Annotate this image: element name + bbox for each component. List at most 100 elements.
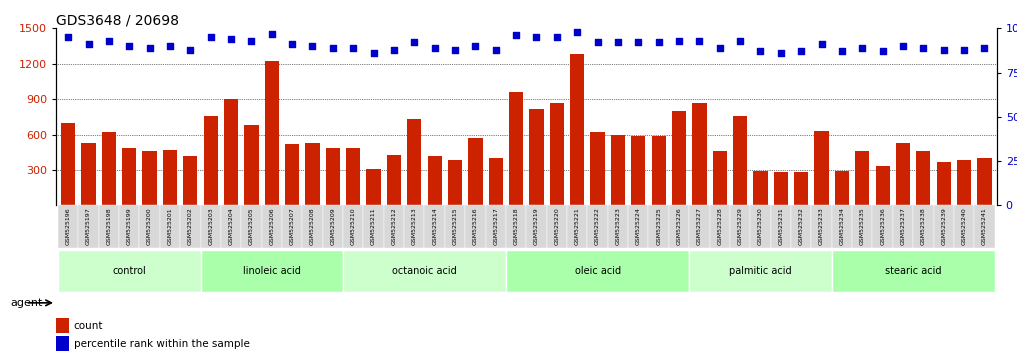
Text: GSM525240: GSM525240 [962,207,966,245]
FancyBboxPatch shape [832,250,995,292]
FancyBboxPatch shape [771,205,791,248]
FancyBboxPatch shape [322,205,343,248]
Bar [488,158,502,205]
Text: GSM525203: GSM525203 [208,207,214,245]
FancyBboxPatch shape [282,205,302,248]
Bar [693,103,707,205]
Point [610,40,626,45]
Text: GSM525225: GSM525225 [656,207,661,245]
Point [406,40,422,45]
Bar [774,172,788,205]
Bar [346,148,360,205]
Text: GSM525223: GSM525223 [615,207,620,245]
Bar [855,151,870,205]
Point [345,45,361,51]
Point [202,34,219,40]
Text: GSM525215: GSM525215 [453,207,458,245]
Bar [122,148,136,205]
FancyBboxPatch shape [58,205,78,248]
Point [875,48,891,54]
Text: GSM525219: GSM525219 [534,207,539,245]
Point [284,41,300,47]
FancyBboxPatch shape [547,205,567,248]
Bar [386,155,401,205]
FancyBboxPatch shape [913,205,934,248]
Text: GSM525196: GSM525196 [66,207,70,245]
FancyBboxPatch shape [485,205,505,248]
FancyBboxPatch shape [751,205,771,248]
Text: GSM525200: GSM525200 [147,207,153,245]
FancyBboxPatch shape [302,205,322,248]
Bar [815,131,829,205]
FancyBboxPatch shape [690,250,832,292]
Text: octanoic acid: octanoic acid [393,266,457,276]
Text: percentile rank within the sample: percentile rank within the sample [74,339,249,349]
Bar [530,109,544,205]
Text: GSM525230: GSM525230 [758,207,763,245]
Bar [916,151,931,205]
FancyBboxPatch shape [119,205,139,248]
Text: GSM525204: GSM525204 [229,207,234,245]
Text: GSM525237: GSM525237 [900,207,905,245]
Text: GSM525229: GSM525229 [737,207,742,245]
Point [976,45,993,51]
FancyBboxPatch shape [934,205,954,248]
Text: GSM525221: GSM525221 [575,207,580,245]
FancyBboxPatch shape [812,205,832,248]
FancyBboxPatch shape [343,250,505,292]
Point [834,48,850,54]
Text: GSM525228: GSM525228 [717,207,722,245]
Text: palmitic acid: palmitic acid [729,266,792,276]
Bar [447,160,462,205]
FancyBboxPatch shape [78,205,99,248]
FancyBboxPatch shape [649,205,669,248]
Bar [203,116,218,205]
Bar [591,132,605,205]
Text: GSM525235: GSM525235 [859,207,864,245]
FancyBboxPatch shape [588,205,608,248]
FancyBboxPatch shape [139,205,160,248]
Text: GSM525234: GSM525234 [839,207,844,245]
Text: GSM525218: GSM525218 [514,207,519,245]
Point [80,41,97,47]
Text: GSM525238: GSM525238 [920,207,925,245]
Point [671,38,687,44]
FancyBboxPatch shape [505,205,527,248]
Point [651,40,667,45]
Point [692,38,708,44]
Point [141,45,158,51]
Text: GSM525236: GSM525236 [880,207,885,245]
FancyBboxPatch shape [791,205,812,248]
Bar [977,158,992,205]
Text: GSM525231: GSM525231 [778,207,783,245]
Bar [957,160,971,205]
Bar [550,103,564,205]
FancyBboxPatch shape [221,205,241,248]
Point [487,47,503,52]
Bar [672,111,686,205]
Bar [56,336,69,351]
FancyBboxPatch shape [893,205,913,248]
Bar [325,148,340,205]
Text: GSM525202: GSM525202 [188,207,193,245]
Point [529,34,545,40]
Point [365,50,381,56]
Text: GSM525213: GSM525213 [412,207,417,245]
Bar [366,169,380,205]
Bar [733,116,747,205]
Bar [163,150,177,205]
FancyBboxPatch shape [200,205,221,248]
Text: GSM525217: GSM525217 [493,207,498,245]
Point [570,29,586,35]
Bar [427,156,441,205]
Text: control: control [112,266,146,276]
Point [631,40,647,45]
FancyBboxPatch shape [160,205,180,248]
FancyBboxPatch shape [383,205,404,248]
FancyBboxPatch shape [629,205,649,248]
Point [590,40,606,45]
Bar [285,144,299,205]
Bar [571,54,585,205]
Bar [508,92,523,205]
Text: GSM525208: GSM525208 [310,207,315,245]
